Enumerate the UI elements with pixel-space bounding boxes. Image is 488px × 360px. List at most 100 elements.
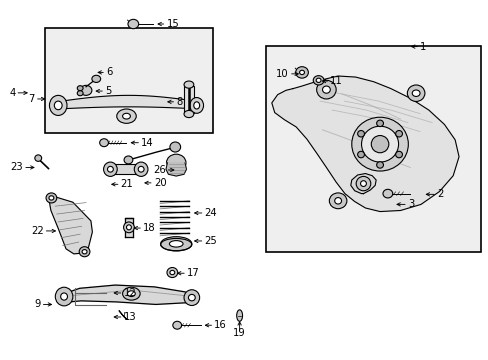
Ellipse shape: [236, 310, 242, 321]
FancyBboxPatch shape: [44, 28, 212, 134]
Polygon shape: [63, 285, 194, 305]
Ellipse shape: [92, 75, 101, 82]
Bar: [110, 164, 141, 174]
Ellipse shape: [126, 225, 131, 230]
Ellipse shape: [61, 293, 67, 300]
Ellipse shape: [160, 237, 191, 251]
Polygon shape: [165, 163, 186, 176]
Ellipse shape: [172, 321, 181, 329]
Text: 21: 21: [121, 179, 133, 189]
Ellipse shape: [376, 120, 383, 127]
Text: 22: 22: [31, 226, 43, 236]
Ellipse shape: [188, 294, 195, 301]
Ellipse shape: [128, 19, 139, 29]
Polygon shape: [271, 76, 458, 212]
Text: 11: 11: [330, 76, 343, 86]
Polygon shape: [49, 196, 92, 254]
Text: 20: 20: [154, 178, 166, 188]
Ellipse shape: [189, 98, 203, 113]
Ellipse shape: [80, 85, 92, 95]
Text: 14: 14: [141, 138, 153, 148]
Ellipse shape: [355, 176, 370, 191]
Text: 1: 1: [419, 42, 426, 51]
Ellipse shape: [49, 95, 67, 116]
Ellipse shape: [49, 196, 54, 200]
Ellipse shape: [169, 142, 180, 152]
Ellipse shape: [183, 111, 193, 118]
Polygon shape: [125, 218, 133, 237]
Text: 16: 16: [214, 320, 226, 330]
Ellipse shape: [193, 102, 199, 109]
Text: 13: 13: [123, 312, 136, 322]
Text: 5: 5: [105, 86, 111, 96]
Polygon shape: [119, 311, 126, 319]
Text: 24: 24: [204, 208, 217, 218]
Ellipse shape: [360, 181, 366, 186]
Ellipse shape: [77, 86, 83, 91]
Ellipse shape: [183, 290, 199, 306]
Text: 25: 25: [204, 236, 217, 246]
Ellipse shape: [166, 154, 185, 171]
Ellipse shape: [351, 117, 407, 171]
Text: 26: 26: [152, 165, 165, 175]
Ellipse shape: [382, 189, 392, 198]
Ellipse shape: [316, 78, 321, 82]
Text: 9: 9: [34, 300, 41, 310]
Ellipse shape: [169, 270, 174, 275]
Ellipse shape: [299, 70, 304, 75]
Ellipse shape: [77, 91, 83, 96]
Ellipse shape: [169, 240, 183, 247]
Ellipse shape: [82, 249, 87, 254]
Ellipse shape: [166, 267, 177, 278]
Ellipse shape: [124, 156, 133, 164]
Ellipse shape: [395, 131, 402, 137]
Ellipse shape: [407, 85, 424, 102]
Ellipse shape: [54, 101, 62, 110]
Bar: [183, 86, 194, 113]
Ellipse shape: [411, 90, 419, 96]
Text: 7: 7: [28, 94, 35, 104]
Ellipse shape: [100, 139, 108, 147]
Ellipse shape: [370, 135, 388, 153]
Ellipse shape: [122, 287, 140, 300]
Ellipse shape: [127, 291, 135, 297]
Ellipse shape: [357, 131, 364, 137]
Text: 12: 12: [123, 288, 136, 298]
Text: 19: 19: [233, 328, 245, 338]
Ellipse shape: [376, 162, 383, 168]
Text: 3: 3: [407, 199, 413, 210]
Ellipse shape: [55, 287, 73, 306]
Ellipse shape: [103, 162, 117, 176]
Ellipse shape: [361, 126, 398, 162]
Ellipse shape: [122, 113, 130, 119]
Ellipse shape: [117, 109, 136, 123]
Ellipse shape: [357, 151, 364, 158]
Text: 17: 17: [186, 268, 199, 278]
Text: 4: 4: [9, 88, 15, 98]
Ellipse shape: [35, 155, 41, 161]
Ellipse shape: [313, 76, 324, 85]
Polygon shape: [57, 95, 200, 109]
Ellipse shape: [316, 80, 335, 99]
Ellipse shape: [395, 151, 402, 158]
Ellipse shape: [134, 162, 148, 176]
Ellipse shape: [322, 86, 330, 93]
Text: 23: 23: [10, 162, 23, 172]
Text: 10: 10: [276, 69, 288, 79]
Ellipse shape: [334, 198, 341, 204]
Text: 6: 6: [106, 67, 112, 77]
Text: 15: 15: [166, 19, 179, 29]
Polygon shape: [350, 174, 375, 194]
Ellipse shape: [183, 81, 193, 88]
Text: 8: 8: [176, 97, 182, 107]
Text: 18: 18: [143, 223, 155, 233]
Ellipse shape: [329, 193, 346, 209]
Ellipse shape: [107, 166, 113, 172]
Ellipse shape: [138, 166, 144, 172]
Ellipse shape: [79, 247, 90, 257]
Ellipse shape: [295, 67, 308, 78]
FancyBboxPatch shape: [266, 45, 480, 252]
Ellipse shape: [46, 193, 57, 203]
Text: 2: 2: [436, 189, 443, 199]
Ellipse shape: [123, 222, 134, 233]
